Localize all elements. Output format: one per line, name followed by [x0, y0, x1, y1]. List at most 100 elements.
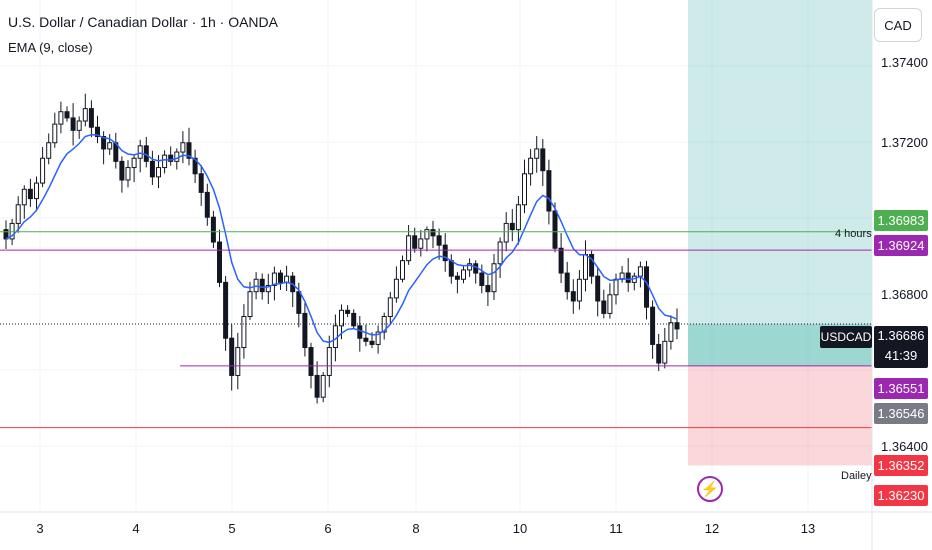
candle-body — [302, 312, 308, 349]
y-tick-label: 1.36800 — [881, 287, 928, 302]
candle-body — [454, 275, 460, 280]
candle-body — [546, 170, 552, 212]
candle-body — [162, 154, 168, 169]
candle-body — [412, 235, 418, 249]
candle-body — [589, 253, 595, 277]
candle-body — [15, 204, 21, 224]
candle-body — [564, 272, 570, 293]
ema-indicator-label[interactable]: EMA (9, close) — [8, 40, 93, 55]
candle-body — [534, 148, 540, 159]
candle-body — [668, 322, 674, 342]
candle-body — [461, 269, 466, 280]
candle-body — [418, 238, 424, 249]
candle-body — [168, 154, 174, 162]
currency-button[interactable]: CAD — [874, 8, 922, 42]
candle-body — [3, 229, 9, 240]
candle-body — [308, 347, 314, 376]
candle-body — [21, 188, 27, 206]
candle-body — [204, 191, 210, 218]
candle-body — [223, 281, 229, 339]
candle-body — [156, 167, 161, 178]
stop-loss-price-tag: 1.36230 — [874, 485, 928, 506]
candle-body — [326, 347, 332, 376]
candle-body — [137, 145, 143, 159]
x-tick-label: 8 — [412, 521, 420, 536]
candle-body — [64, 111, 70, 119]
hline-label-4-hours: 4 hours — [835, 228, 872, 240]
candle-body — [357, 325, 363, 339]
candle-body — [625, 272, 631, 283]
candle-body — [607, 294, 613, 314]
candle-body — [656, 343, 662, 364]
candle-body — [186, 142, 192, 159]
candle-body — [46, 142, 52, 159]
candle-body — [76, 120, 82, 131]
candle-body — [497, 241, 503, 265]
chart-title: U.S. Dollar / Canadian Dollar · 1h · OAN… — [8, 14, 278, 30]
candle-body — [125, 167, 131, 181]
candle-body — [314, 374, 320, 398]
candle-body — [515, 204, 521, 231]
candle-body — [448, 260, 454, 277]
x-tick-label: 12 — [704, 521, 720, 536]
candle-body — [198, 173, 204, 193]
candle-body — [259, 278, 265, 293]
candle-body — [27, 188, 33, 200]
last-price-tag: 1.36686 41:39 — [874, 326, 928, 368]
y-tick-label: 1.37400 — [881, 55, 928, 70]
green-line-price-tag: 1.36983 — [874, 210, 928, 231]
candle-body — [131, 157, 137, 169]
ema-line — [5, 133, 678, 344]
candle-body — [70, 117, 76, 131]
candle-body — [583, 253, 588, 280]
candle-body — [601, 300, 607, 314]
candle-body — [558, 247, 564, 274]
x-tick-label: 5 — [228, 521, 236, 536]
candle-body — [296, 291, 302, 314]
candle-body — [613, 278, 619, 296]
candle-body — [88, 108, 94, 128]
candle-body — [241, 316, 247, 349]
candle-body — [229, 337, 235, 376]
purple-line-price-tag: 1.36924 — [874, 235, 928, 256]
candle-body — [479, 272, 485, 286]
candle-body — [540, 148, 546, 172]
hline-label-dailey: Dailey — [841, 470, 872, 482]
y-tick-label: 1.37200 — [881, 135, 928, 150]
candle-body — [332, 325, 338, 349]
candle-body — [674, 322, 680, 330]
price-tag-gray: 1.36546 — [874, 403, 928, 424]
candle-body — [40, 157, 46, 184]
x-tick-label: 6 — [324, 521, 332, 536]
candle-body — [265, 284, 271, 293]
candle-body — [637, 266, 643, 277]
x-tick-label: 4 — [132, 521, 140, 536]
candle-body — [406, 235, 412, 262]
candle-body — [363, 337, 369, 342]
candle-body — [210, 216, 216, 243]
candle-body — [576, 278, 582, 302]
candle-body — [149, 160, 155, 178]
candle-body — [271, 272, 277, 286]
candle-body — [278, 272, 283, 283]
candle-body — [424, 229, 430, 240]
candle-body — [9, 222, 15, 240]
candle-body — [119, 160, 125, 181]
loss-zone — [688, 365, 872, 466]
candle-body — [107, 142, 113, 150]
candle-body — [369, 340, 375, 345]
candle-body — [430, 229, 436, 237]
candle-body — [662, 340, 668, 364]
symbol-tag: USDCAD — [820, 326, 872, 348]
candle-body — [552, 210, 558, 249]
candle-body — [351, 312, 357, 327]
lightning-icon[interactable]: ⚡ — [697, 476, 723, 502]
candle-body — [95, 126, 100, 138]
candle-body — [345, 309, 351, 314]
candle-body — [174, 151, 180, 162]
candle-body — [570, 291, 576, 302]
candle-body — [509, 222, 515, 231]
candle-body — [503, 222, 509, 243]
candle-body — [58, 111, 64, 125]
